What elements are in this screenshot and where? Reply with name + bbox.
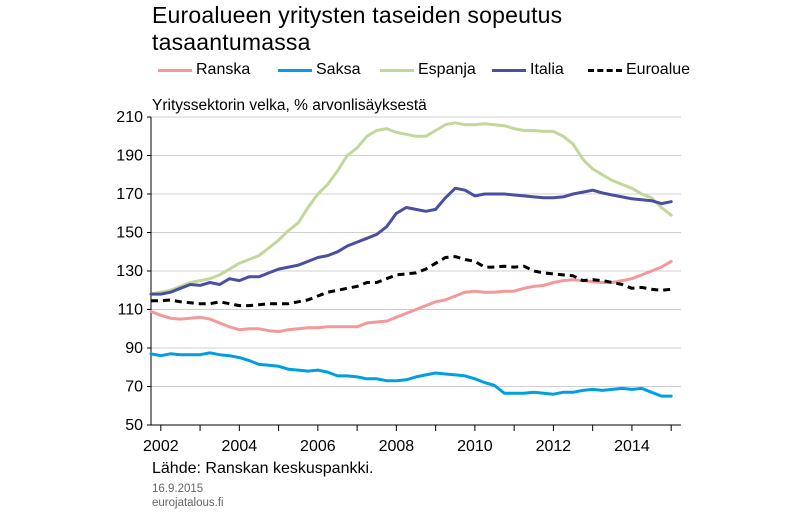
x-tick-label-2008: 2008 <box>379 438 415 455</box>
x-tick-label-2002: 2002 <box>143 438 179 455</box>
x-tick-label-2004: 2004 <box>222 438 258 455</box>
legend-item-espanja: Espanja <box>380 61 476 79</box>
publish-date: 16.9.2015 <box>152 483 204 495</box>
series-line-espanja <box>149 121 673 296</box>
legend-item-ranska: Ranska <box>158 61 250 79</box>
x-tick-label-2014: 2014 <box>614 438 650 455</box>
site-name: eurojatalous.fi <box>152 497 224 509</box>
legend-label-ranska: Ranska <box>196 61 251 78</box>
y-tick-label-210: 210 <box>116 109 143 126</box>
x-tick-label-2006: 2006 <box>300 438 336 455</box>
legend-swatch-saksa <box>278 68 312 72</box>
source-note: Lähde: Ranskan keskuspankki. <box>152 460 374 477</box>
y-tick-label-170: 170 <box>116 186 143 203</box>
series-line-saksa <box>149 351 673 398</box>
legend-item-euroalue: Euroalue <box>588 61 690 79</box>
chart-title-line-2: tasaantumassa <box>152 29 311 55</box>
y-tick-label-50: 50 <box>125 417 143 434</box>
legend-label-saksa: Saksa <box>316 61 361 78</box>
legend-label-espanja: Espanja <box>418 61 476 78</box>
y-tick-label-90: 90 <box>125 340 143 357</box>
y-tick-label-190: 190 <box>116 148 143 165</box>
legend-swatch-ranska <box>158 68 192 72</box>
series-line-euroalue <box>151 255 672 308</box>
legend-label-italia: Italia <box>530 61 564 78</box>
y-tick-label-150: 150 <box>116 225 143 242</box>
series-line-italia <box>149 186 673 296</box>
legend-item-italia: Italia <box>492 61 564 79</box>
legend-swatch-euroalue <box>588 68 622 72</box>
x-tick-label-2012: 2012 <box>536 438 572 455</box>
chart-title: Euroalueen yritysten taseiden sopeutus t… <box>152 2 712 56</box>
y-axis-label: Yrityssektorin velka, % arvonlisäyksestä <box>152 97 427 114</box>
y-tick-label-70: 70 <box>125 379 143 396</box>
legend-swatch-italia <box>492 68 526 72</box>
chart-title-line-1: Euroalueen yritysten taseiden sopeutus <box>152 2 563 28</box>
y-tick-label-110: 110 <box>117 302 143 319</box>
legend-label-euroalue: Euroalue <box>626 61 691 78</box>
x-tick-label-2010: 2010 <box>457 438 493 455</box>
legend-item-saksa: Saksa <box>278 61 360 79</box>
legend-swatch-espanja <box>380 68 414 72</box>
y-tick-label-130: 130 <box>116 263 143 280</box>
